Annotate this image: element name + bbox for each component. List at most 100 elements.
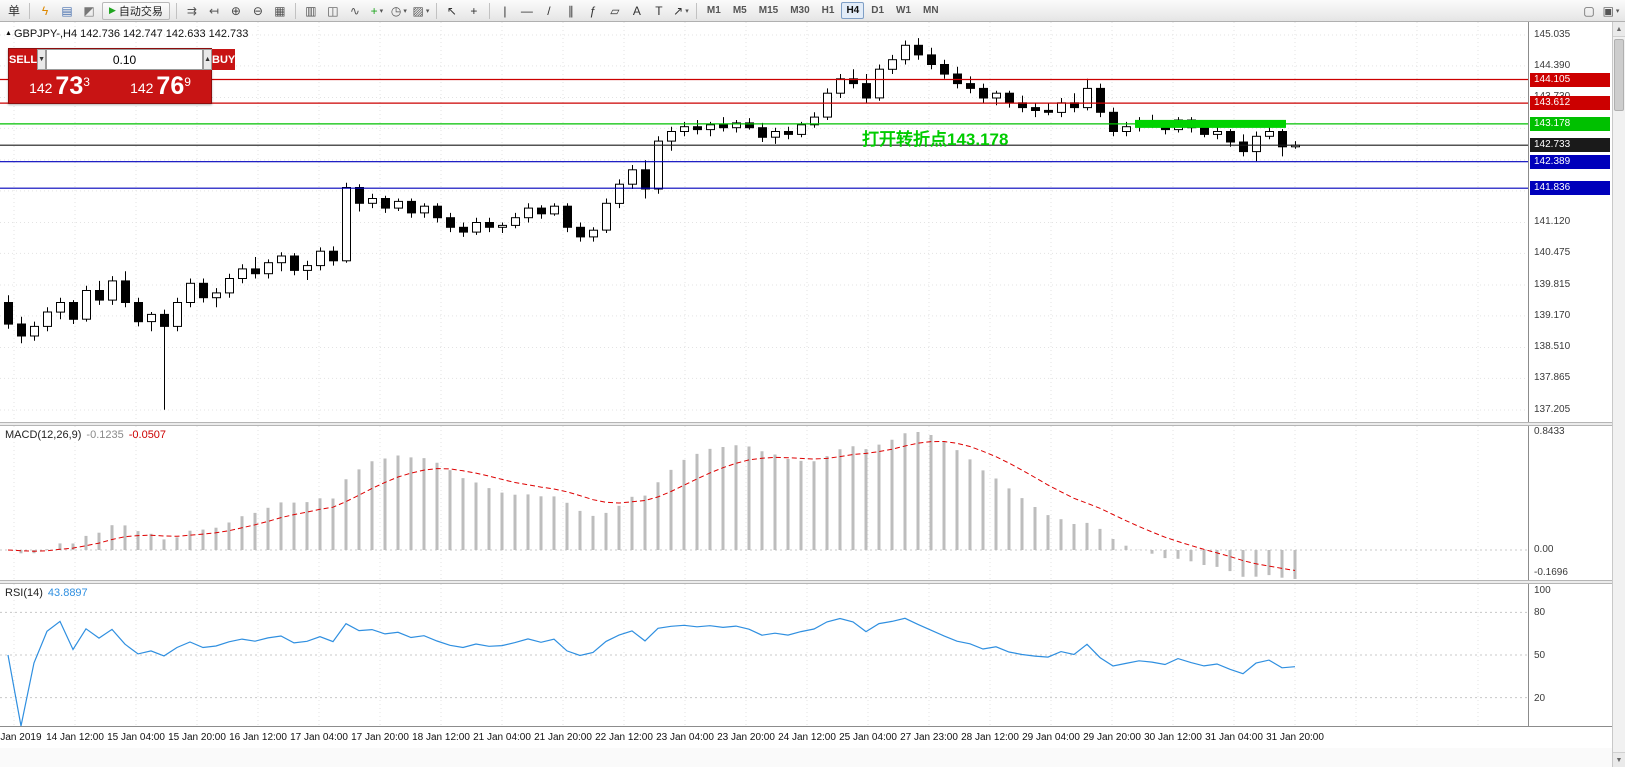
price-grid-label: 140.475 [1534,247,1571,259]
price-grid-label: 139.170 [1534,309,1571,321]
scrollbar-thumb[interactable] [1614,39,1624,111]
macd-axis-label: -0.1696 [1534,567,1568,578]
buy-price-base: 142 [130,80,154,96]
rsi-chart[interactable] [0,584,1528,726]
timeframe-m1[interactable]: M1 [706,5,721,16]
macd-value-signal: -0.0507 [128,429,167,441]
periods-icon[interactable]: ◷ ▾ [390,3,407,18]
macd-axis[interactable]: 0.8433 0.00 -0.1696 [1528,426,1612,580]
rsi-panel[interactable]: RSI(14) 43.8897 100 80 50 20 [0,584,1612,726]
timeframe-h1[interactable]: H1 [821,5,835,16]
timeframe-d1[interactable]: D1 [871,5,885,16]
time-label: 23 Jan 04:00 [656,732,714,743]
price-grid-label: 137.205 [1534,403,1571,415]
auto-trading-button[interactable]: ▶ 自动交易 [102,1,170,20]
market-watch-icon[interactable]: ◩ [83,3,95,18]
rsi-axis-label: 50 [1534,650,1546,661]
zoom-in-icon[interactable]: ⊕ [230,3,241,18]
toolbar-separator [29,2,30,19]
macd-value-main: -0.1235 [86,429,124,441]
time-label: 23 Jan 20:00 [717,732,775,743]
sell-price-pip: 3 [83,75,90,89]
zoom-out-icon[interactable]: ⊖ [252,3,263,18]
macd-axis-label: 0.8433 [1534,426,1565,437]
time-label: 17 Jan 20:00 [351,732,409,743]
sell-price-base: 142 [29,80,53,96]
horizontal-line-icon[interactable]: — [520,3,533,18]
symbol-header: ▲ GBPJPY-,H4 142.736 142.747 142.633 142.… [5,28,248,40]
cursor-icon[interactable]: ↖ [446,3,457,18]
buy-price-big: 76 [156,72,185,100]
bar-chart-icon[interactable]: ▥ [305,3,317,18]
scroll-up-icon[interactable]: ▲ [1613,22,1625,37]
volume-input[interactable] [46,49,204,70]
panel-splitter[interactable] [0,422,1612,426]
chart-shift-icon[interactable]: ↤ [208,3,219,18]
line-chart-icon[interactable]: ∿ [349,3,360,18]
timeframe-w1[interactable]: W1 [896,5,912,16]
time-label: 25 Jan 04:00 [839,732,897,743]
buy-price[interactable]: 142 76 9 [110,70,211,103]
chart-window-icon[interactable]: ▣ ▾ [1602,3,1620,18]
crosshair-icon[interactable]: + [470,3,478,18]
price-grid-label: 141.120 [1534,216,1571,228]
rsi-name: RSI(14) [5,587,43,599]
volume-decrease-button[interactable]: ▼ [37,49,47,70]
panel-splitter[interactable] [0,580,1612,584]
vertical-scrollbar[interactable]: ▲ ▼ [1612,22,1625,767]
candlestick-chart[interactable] [0,22,1528,422]
price-chart-panel[interactable]: ▲ GBPJPY-,H4 142.736 142.747 142.633 142.… [0,22,1612,422]
label-icon[interactable]: T [655,3,663,18]
channel-icon[interactable]: ∥ [567,3,574,18]
price-level-badge: 143.178 [1530,116,1610,131]
tile-windows-icon[interactable]: ▦ [274,3,286,18]
macd-panel[interactable]: MACD(12,26,9) -0.1235 -0.0507 0.8433 0.00 -0… [0,426,1612,580]
toolbar-separator [488,2,490,19]
time-label: 22 Jan 12:00 [595,732,653,743]
templates-icon[interactable]: ▨ ▾ [412,3,430,18]
text-icon[interactable]: A [632,3,641,18]
fibonacci-icon[interactable]: ƒ [589,3,597,18]
chart-marker-icon: ▲ [5,30,12,37]
data-window-icon[interactable]: ▤ [61,3,73,18]
timeframe-m30[interactable]: M30 [790,5,810,16]
sell-button[interactable]: SELL [9,49,38,70]
price-axis[interactable]: 145.035144.390143.730143.085142.425141.7… [1528,22,1612,422]
time-label: 15 Jan 04:00 [107,732,165,743]
rsi-label: RSI(14) 43.8897 [5,587,88,599]
scroll-down-icon[interactable]: ▼ [1613,752,1625,767]
sell-price[interactable]: 142 73 3 [9,70,110,103]
arrows-icon[interactable]: ↗ ▾ [673,3,689,18]
time-label: 16 Jan 12:00 [229,732,287,743]
buy-button[interactable]: BUY [212,49,236,70]
candlestick-chart-icon[interactable]: ◫ [327,3,339,18]
timeframe-mn[interactable]: MN [923,5,939,16]
pivot-annotation: 打开转折点143.178 [862,130,1009,149]
auto-trading-button-label: 自动交易 [118,5,163,18]
new-order-icon[interactable]: 单 [7,4,20,18]
time-label: 31 Jan 20:00 [1266,732,1324,743]
windows-icon[interactable]: ▢ [1583,3,1595,18]
rsi-value: 43.8897 [47,587,88,599]
auto-scroll-icon[interactable]: ⇉ [186,3,197,18]
shapes-icon[interactable]: ▱ [610,3,620,18]
timeframe-h4[interactable]: H4 [841,2,865,19]
time-label: 29 Jan 04:00 [1022,732,1080,743]
vertical-line-icon[interactable]: | [503,3,507,18]
price-grid-label: 145.035 [1534,29,1571,40]
alerts-icon[interactable]: ϟ [41,3,49,18]
rsi-axis[interactable]: 100 80 50 20 [1528,584,1612,726]
trendline-icon[interactable]: / [547,3,551,18]
time-label: 15 Jan 20:00 [168,732,226,743]
price-level-badge: 142.733 [1530,138,1610,153]
macd-chart[interactable] [0,426,1528,580]
timeframe-m5[interactable]: M5 [732,5,747,16]
sell-price-big: 73 [55,72,84,100]
indicators-icon[interactable]: + ▾ [370,3,384,18]
time-label: 24 Jan 12:00 [778,732,836,743]
timeframe-m15[interactable]: M15 [758,5,779,16]
one-click-trade-panel: SELL ▼ ▲ BUY 142 73 3 142 76 9 [8,48,236,104]
main-toolbar: 单 ϟ ▤ ◩ ▶ 自动交易 ⇉ ↤ ⊕ ⊖ ▦ ▥ ◫ ∿ + ▾ ◷ ▾ ▨ ▾ ↖ + | — / ∥ ƒ ▱ A T ↗ ▾ M1 M5 M… [0,0,1625,22]
volume-increase-button[interactable]: ▲ [203,49,212,70]
